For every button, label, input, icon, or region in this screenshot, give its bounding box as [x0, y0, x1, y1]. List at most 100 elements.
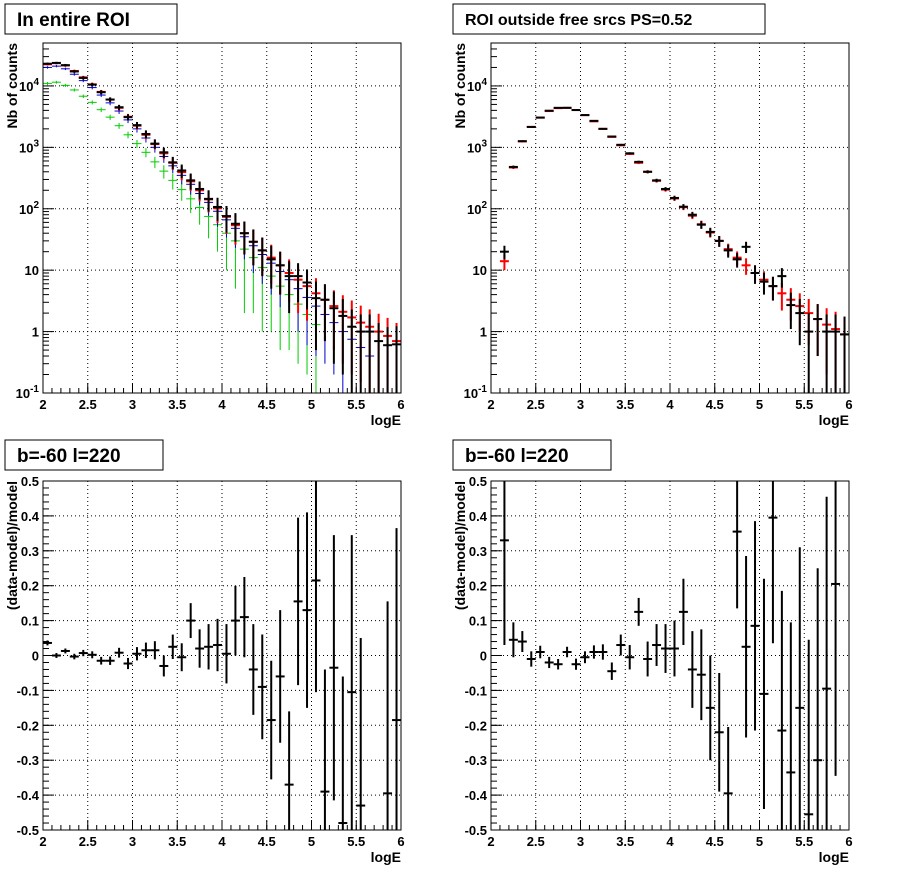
- data-point: [132, 121, 142, 129]
- x-tick-label: 6: [845, 397, 852, 412]
- data-point: [598, 644, 608, 660]
- data-point: [643, 170, 653, 174]
- data-point: [786, 292, 796, 330]
- data-point: [51, 65, 61, 68]
- data-point: [768, 276, 778, 301]
- data-point: [356, 638, 366, 830]
- data-point: [813, 568, 823, 830]
- data-point: [43, 81, 52, 85]
- data-point: [78, 79, 88, 83]
- y-tick-label: 0.2: [469, 579, 487, 594]
- chart-panel-3: 2 2.5 3 3.5 4 4.5 5 5.5 6 -0.5 -0.4 -0.3 -0.2 -0.1 0 0.…: [4, 439, 405, 865]
- y-tick-label: 0.4: [21, 509, 40, 524]
- data-point: [759, 272, 769, 295]
- y-tick-label: -0.5: [17, 823, 39, 838]
- plot-area: [43, 43, 401, 393]
- data-point: [383, 601, 393, 830]
- data-point: [678, 578, 688, 646]
- x-tick-label: 5: [308, 834, 315, 849]
- data-point: [60, 63, 70, 67]
- data-point: [150, 156, 160, 169]
- x-tick-label: 4.5: [258, 834, 276, 849]
- data-point: [616, 143, 626, 146]
- data-point: [114, 647, 124, 658]
- data-point: [661, 187, 670, 191]
- data-point: [329, 535, 339, 801]
- data-point: [383, 327, 393, 393]
- x-tick-label: 3.5: [616, 834, 634, 849]
- data-point: [239, 221, 249, 255]
- x-tick-label: 5.5: [795, 397, 813, 412]
- data-point: [508, 622, 518, 658]
- panel-title: b=-60 l=220: [465, 446, 569, 467]
- data-point: [123, 657, 133, 670]
- x-tick-label: 6: [397, 397, 404, 412]
- y-axis-title: (data-model)/model: [4, 481, 20, 610]
- plot-frame: [490, 480, 850, 831]
- data-point: [589, 645, 599, 659]
- x-axis-title: logE: [819, 849, 849, 865]
- x-tick-label: 5.5: [347, 834, 365, 849]
- y-tick-label: 0.4: [469, 509, 488, 524]
- data-point: [643, 641, 653, 677]
- x-tick-label: 2.5: [79, 397, 97, 412]
- data-point: [804, 639, 814, 830]
- data-point: [78, 76, 88, 80]
- data-point: [132, 647, 142, 661]
- y-tick-label: 103: [467, 138, 487, 155]
- title-box: [452, 3, 766, 35]
- data-point: [392, 326, 401, 393]
- x-tick-label: 3.5: [616, 397, 634, 412]
- y-tick-label: 102: [467, 200, 487, 217]
- data-point: [804, 313, 814, 393]
- data-point: [705, 227, 715, 237]
- data-point: [177, 181, 187, 201]
- data-point: [114, 104, 124, 110]
- data-point: [159, 165, 169, 179]
- data-point: [78, 649, 88, 657]
- data-point: [714, 236, 724, 247]
- x-tick-label: 3: [577, 834, 584, 849]
- data-point: [795, 298, 805, 346]
- data-point: [607, 662, 617, 680]
- data-point: [87, 82, 97, 87]
- data-point: [69, 72, 79, 76]
- data-point: [634, 160, 644, 164]
- data-point: [43, 640, 52, 646]
- data-point: [562, 646, 572, 658]
- y-axis-title: Nb of counts: [4, 43, 20, 129]
- x-tick-label: 5: [308, 397, 315, 412]
- x-tick-label: 3.5: [168, 397, 186, 412]
- x-tick-label: 6: [397, 834, 404, 849]
- data-point: [777, 590, 787, 830]
- data-point: [51, 653, 61, 658]
- y-tick-label: 0: [480, 649, 487, 664]
- data-point: [562, 106, 572, 109]
- data-point: [141, 148, 151, 158]
- data-point: [204, 624, 214, 670]
- y-tick-label: 104: [467, 77, 487, 94]
- y-tick-label: 103: [19, 138, 39, 155]
- data-point: [168, 173, 178, 190]
- data-point: [732, 481, 742, 609]
- chart-panel-1: 2 2.5 3 3.5 4 4.5 5 5.5 6 10-1 1 10 102 103 104 logE Nb …: [4, 3, 405, 428]
- data-point: [535, 645, 545, 659]
- data-point: [311, 481, 321, 693]
- y-tick-label: 10-1: [16, 384, 40, 401]
- data-point: [114, 122, 124, 129]
- x-axis-title: logE: [819, 412, 849, 428]
- data-point: [123, 131, 133, 139]
- data-point: [43, 66, 52, 69]
- data-point: [69, 70, 79, 73]
- data-point: [195, 629, 205, 668]
- data-point: [526, 651, 536, 667]
- x-tick-label: 5.5: [795, 834, 813, 849]
- data-point: [553, 658, 563, 670]
- data-point: [598, 127, 608, 130]
- data-point: [661, 624, 670, 673]
- data-point: [517, 140, 527, 143]
- data-point: [293, 517, 303, 686]
- data-point: [580, 114, 590, 117]
- y-tick-label: -0.4: [465, 788, 488, 803]
- data-point: [159, 655, 169, 677]
